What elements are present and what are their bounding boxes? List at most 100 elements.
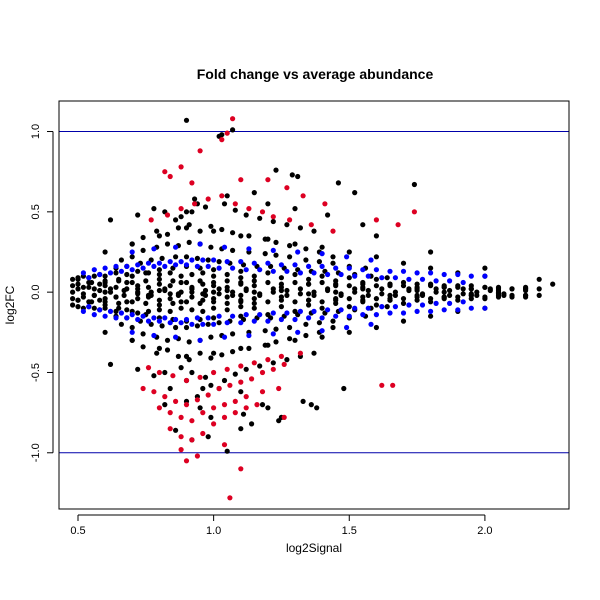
data-point: [167, 173, 173, 180]
data-point: [156, 405, 162, 411]
data-point: [205, 434, 211, 440]
data-point: [419, 302, 426, 308]
data-point: [365, 305, 371, 311]
data-point: [221, 402, 228, 408]
data-point: [251, 190, 257, 196]
data-point: [70, 296, 76, 302]
data-point: [270, 360, 276, 366]
data-point: [284, 292, 290, 298]
data-point: [240, 411, 247, 417]
data-point: [265, 405, 271, 411]
data-point: [200, 410, 206, 416]
data-point: [167, 291, 173, 297]
data-point: [194, 255, 200, 261]
data-point: [344, 324, 350, 331]
data-point: [70, 283, 76, 289]
data-point: [97, 281, 103, 287]
data-point: [200, 257, 206, 263]
data-point: [175, 292, 181, 298]
data-point: [143, 300, 149, 306]
data-point: [162, 369, 168, 376]
data-point: [246, 206, 252, 212]
data-point: [273, 326, 279, 332]
data-point: [373, 302, 379, 308]
data-point: [200, 321, 206, 327]
data-point: [116, 278, 122, 284]
data-point: [118, 268, 124, 274]
data-point: [205, 315, 211, 321]
data-point: [140, 265, 146, 271]
data-point: [482, 265, 488, 271]
data-point: [373, 267, 379, 273]
data-point: [284, 287, 290, 294]
data-point: [230, 116, 236, 122]
data-point: [319, 299, 325, 305]
data-point: [509, 292, 515, 298]
data-point: [406, 286, 412, 292]
data-point: [113, 315, 119, 321]
data-point: [400, 283, 407, 289]
data-point: [97, 307, 103, 313]
data-point: [230, 247, 236, 253]
data-point: [140, 385, 146, 392]
data-point: [295, 249, 301, 255]
data-point: [230, 331, 236, 337]
data-point: [365, 273, 371, 279]
data-point: [167, 283, 173, 289]
data-point: [107, 270, 114, 276]
data-point: [211, 273, 217, 279]
data-point: [221, 244, 228, 250]
data-point: [278, 297, 284, 303]
data-point: [173, 334, 179, 340]
data-point: [251, 283, 257, 289]
data-point: [167, 259, 173, 265]
data-point: [173, 217, 179, 223]
data-point: [129, 312, 135, 318]
data-point: [162, 263, 168, 269]
data-point: [373, 233, 379, 239]
data-point: [292, 279, 298, 286]
data-point: [287, 336, 293, 342]
data-point: [145, 308, 152, 314]
data-point: [238, 292, 244, 298]
data-point: [262, 251, 268, 257]
data-point: [216, 286, 222, 292]
data-point: [284, 357, 290, 363]
data-point: [189, 294, 195, 300]
data-point: [360, 267, 366, 273]
data-point: [186, 339, 192, 345]
data-point: [333, 265, 339, 271]
data-point: [178, 259, 184, 265]
data-point: [265, 177, 271, 183]
data-point: [273, 252, 279, 258]
data-point: [330, 228, 336, 234]
data-point: [373, 296, 379, 302]
data-point: [251, 273, 257, 279]
data-point: [151, 315, 157, 321]
data-point: [259, 369, 266, 376]
data-point: [145, 365, 152, 371]
data-point: [197, 278, 203, 284]
data-point: [189, 271, 195, 278]
data-point: [183, 279, 190, 286]
data-point: [419, 276, 426, 282]
data-point: [86, 275, 92, 281]
data-point: [257, 292, 263, 298]
data-point: [232, 371, 238, 377]
data-point: [273, 167, 279, 173]
data-point: [116, 300, 122, 306]
data-point: [189, 286, 195, 292]
data-point: [156, 345, 162, 351]
x-axis: 0.5 1.0 1.5 2.0: [70, 514, 493, 537]
data-point: [319, 273, 325, 279]
data-point: [319, 305, 325, 311]
data-point: [75, 281, 81, 287]
data-point: [251, 360, 257, 366]
data-point: [230, 313, 236, 319]
data-point: [325, 286, 331, 292]
data-point: [173, 324, 179, 331]
data-point: [211, 257, 217, 263]
data-point: [441, 307, 447, 313]
data-point: [205, 257, 211, 263]
data-point: [297, 350, 303, 356]
